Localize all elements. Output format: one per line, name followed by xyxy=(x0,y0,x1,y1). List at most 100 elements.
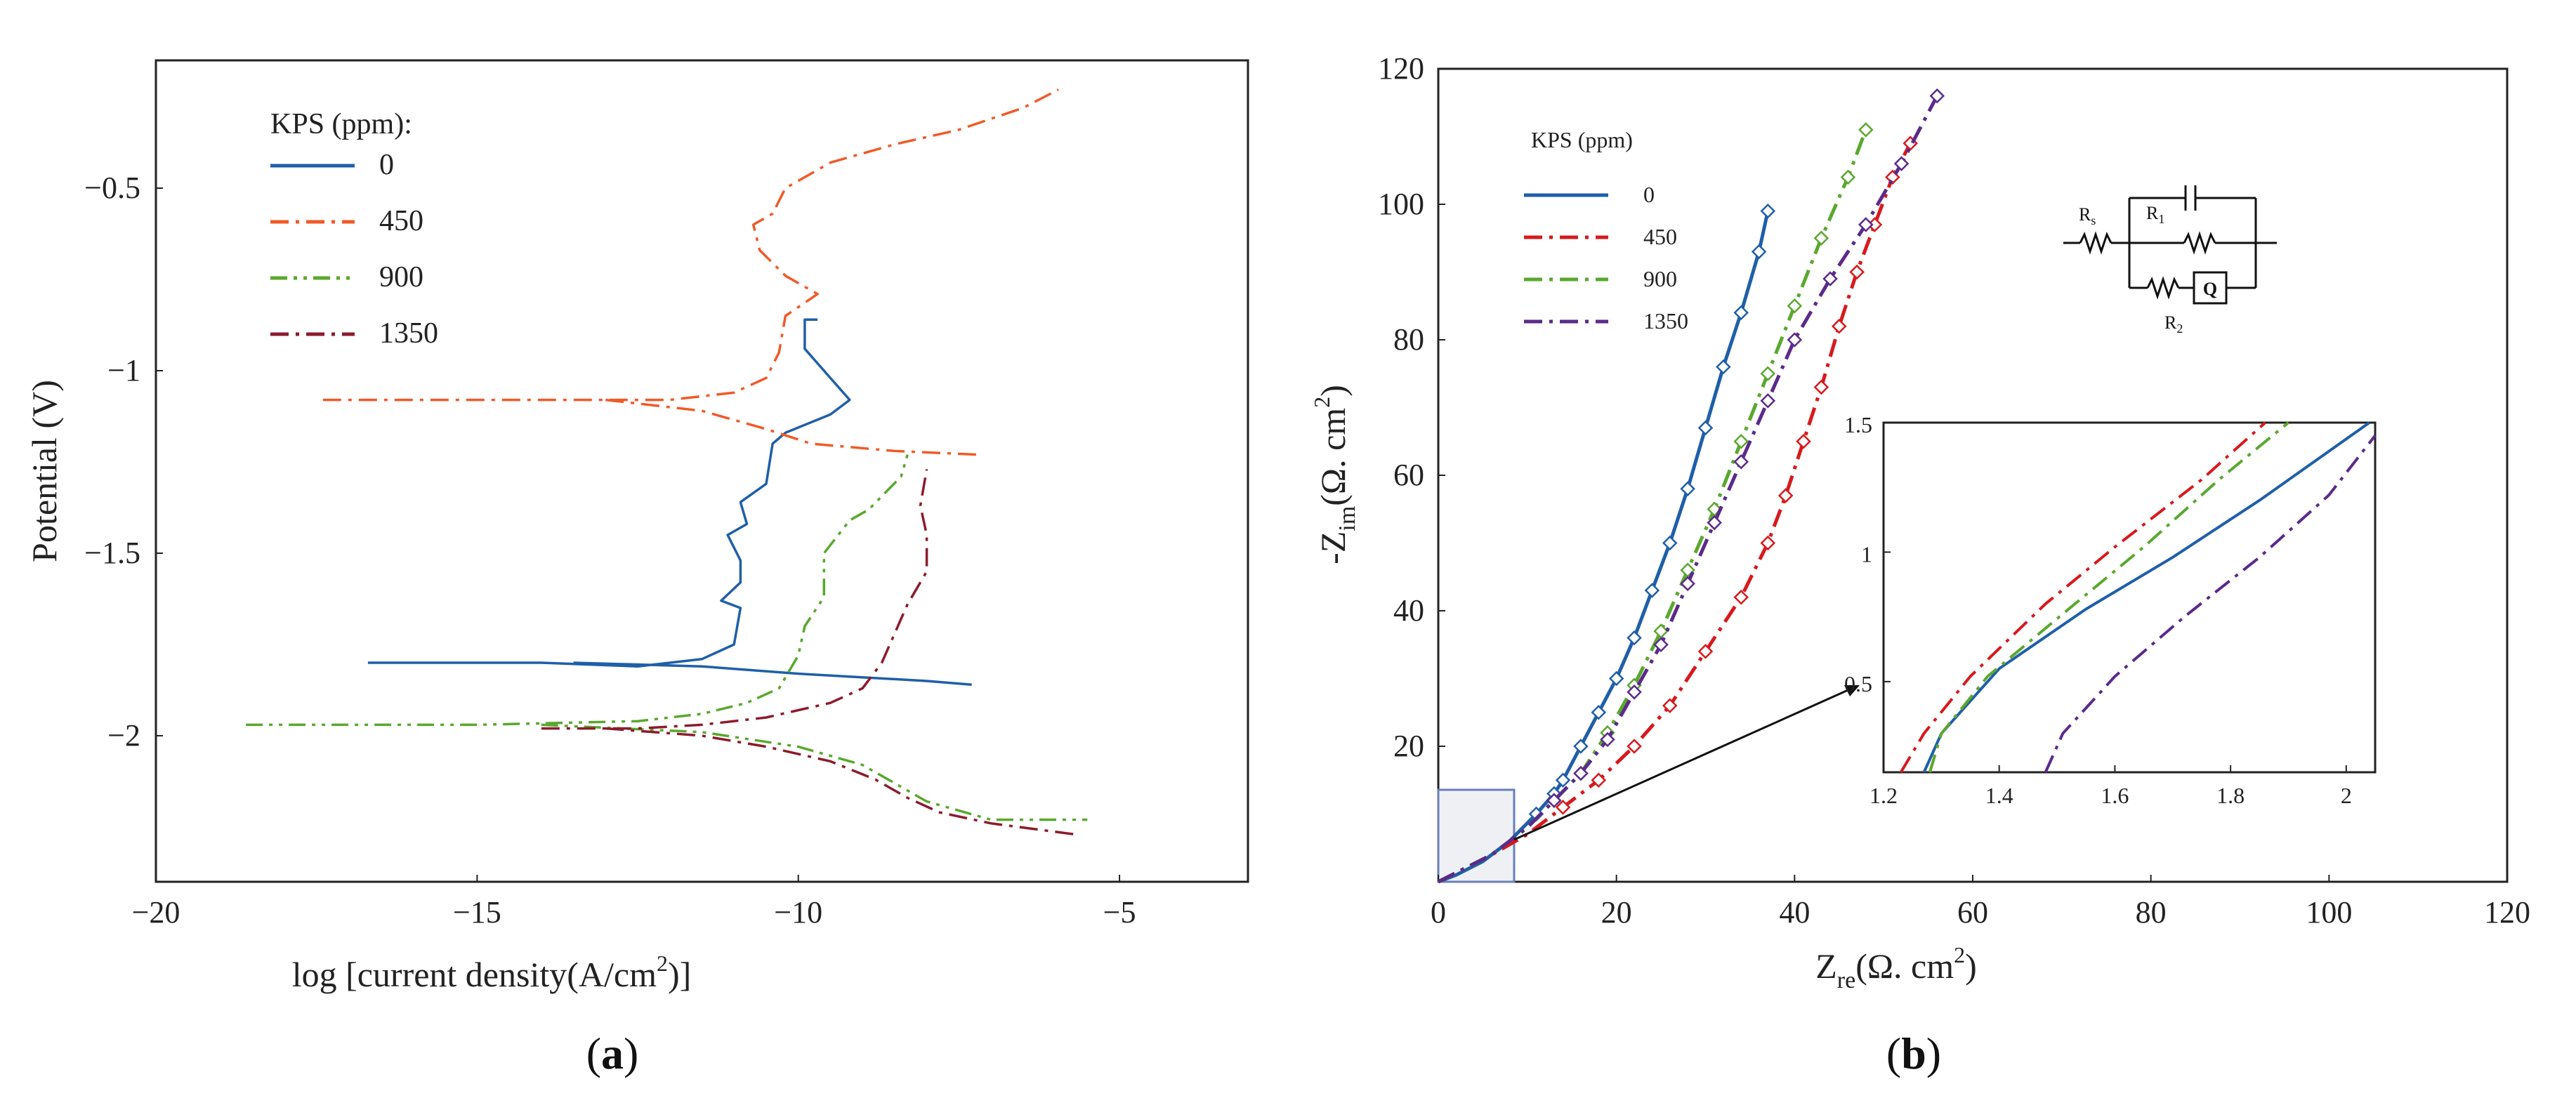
inset-x-tick-label: 1.2 xyxy=(1869,783,1898,808)
inset-x-tick-label: 2 xyxy=(2341,783,2352,808)
panel-b-x-tick-label: 60 xyxy=(1957,895,1988,930)
inset-pointer-arrow xyxy=(1513,687,1853,841)
panel-b-marker-0 xyxy=(1644,583,1660,598)
inset-plot-frame xyxy=(1882,421,2377,774)
panel-b-marker-1350 xyxy=(1573,765,1589,781)
inset-ticks: 1.2 1.4 1.6 1.8 2 0.5 1 1.5 xyxy=(1844,412,2352,808)
equivalent-circuit-diagram xyxy=(2063,185,2277,305)
panel-b-marker-1350 xyxy=(1627,684,1642,700)
panel-a-chart: −20 −15 −10 −5 −2 −1.5 −1 −0.5 KPS (ppm): 0 450 9… xyxy=(25,59,1249,1078)
panel-a-series-450 xyxy=(322,88,1060,402)
panel-a-legend-title: KPS (ppm): xyxy=(270,108,412,140)
panel-b-marker-1350 xyxy=(1760,393,1776,409)
panel-b-x-tick-label: 0 xyxy=(1431,895,1446,930)
panel-b-marker-1350 xyxy=(1707,515,1722,531)
panel-b-x-tick-label: 40 xyxy=(1779,895,1810,930)
inset-x-tick-label: 1.6 xyxy=(2101,783,2129,808)
panel-b-marker-0 xyxy=(1716,359,1731,375)
inset-pointer-arrowhead xyxy=(1844,685,1860,696)
panel-b-marker-450 xyxy=(1662,698,1678,713)
panel-a-legend-label: 0 xyxy=(379,149,394,181)
panel-b-marker-900 xyxy=(1858,122,1874,138)
inset-series xyxy=(1899,421,2377,774)
panel-b-marker-1350 xyxy=(1733,454,1749,470)
panel-b-marker-1350 xyxy=(1653,637,1669,653)
panel-b-marker-0 xyxy=(1608,670,1624,687)
inset-series-1350 xyxy=(2044,435,2377,773)
panel-b-x-tick-label: 20 xyxy=(1601,895,1632,930)
panel-a-y-axis-label: Potential (V) xyxy=(25,380,64,562)
panel-b-marker-0 xyxy=(1573,739,1589,754)
panel-a-legend: KPS (ppm): 0 450 900 1350 xyxy=(270,108,438,350)
panel-b-legend-label: 0 xyxy=(1643,182,1655,207)
inset-series-450 xyxy=(1899,421,2266,774)
panel-b-marker-0 xyxy=(1680,481,1695,497)
panel-b-marker-450 xyxy=(1697,644,1714,659)
panel-b-label: (b) xyxy=(1886,1028,1941,1078)
panel-b-legend-label: 900 xyxy=(1643,266,1677,291)
panel-b-marker-450 xyxy=(1555,800,1571,815)
panel-b-marker-0 xyxy=(1627,630,1642,646)
panel-b-marker-450 xyxy=(1760,535,1776,551)
panel-b-series xyxy=(1437,88,1945,884)
panel-a-series-900-cathodic- xyxy=(541,723,1088,821)
panel-a-x-tick-label: −5 xyxy=(1103,895,1136,930)
panel-b-marker-1350 xyxy=(1680,576,1695,592)
resistor-r2 xyxy=(2146,276,2180,300)
panel-b-marker-450 xyxy=(1733,589,1749,605)
panel-b-marker-450 xyxy=(1591,772,1607,788)
panel-b-marker-1350 xyxy=(1822,271,1838,286)
panel-b-y-tick-label: 100 xyxy=(1378,187,1424,221)
panel-b-marker-900 xyxy=(1840,169,1856,185)
panel-b-marker-450 xyxy=(1777,488,1794,503)
panel-a-series xyxy=(246,88,1088,836)
panel-b-marker-0 xyxy=(1733,305,1749,321)
panel-a-y-tick-label: −1 xyxy=(107,353,140,388)
panel-b-marker-1350 xyxy=(1787,332,1803,348)
panel-a-ticks: −20 −15 −10 −5 −2 −1.5 −1 −0.5 xyxy=(84,171,1136,930)
panel-b-marker-900 xyxy=(1813,230,1829,246)
circuit-label-q: Q xyxy=(2203,279,2217,299)
panel-b-marker-0 xyxy=(1697,420,1714,436)
panel-b-marker-0 xyxy=(1662,535,1678,551)
panel-a-legend-label: 900 xyxy=(379,261,423,293)
panel-b-y-tick-label: 120 xyxy=(1378,51,1424,86)
panel-a-legend-label: 450 xyxy=(379,205,423,237)
panel-b-marker-1350 xyxy=(1929,88,1945,104)
panel-b-marker-0 xyxy=(1555,772,1571,788)
panel-b-y-axis-label: -Zim(Ω. cm2) xyxy=(1309,385,1360,564)
panel-a-series-1350 xyxy=(541,469,928,730)
panel-b-marker-1350 xyxy=(1858,217,1874,232)
panel-a-x-tick-label: −20 xyxy=(132,895,180,930)
circuit-label-rs: Rs xyxy=(2079,204,2096,227)
inset-x-tick-label: 1.4 xyxy=(1985,783,2013,808)
panel-b-marker-1350 xyxy=(1600,732,1615,748)
panel-b-marker-1350 xyxy=(1893,156,1910,171)
inset-y-tick-label: 1 xyxy=(1861,541,1872,567)
panel-a-x-tick-label: −15 xyxy=(453,895,501,930)
panel-b-marker-450 xyxy=(1849,264,1865,280)
inset-y-tick-label: 1.5 xyxy=(1844,412,1872,437)
panel-b-x-tick-label: 80 xyxy=(2136,895,2167,930)
panel-a-plot-frame xyxy=(155,59,1249,883)
panel-b-marker-450 xyxy=(1627,739,1642,754)
panel-b-marker-0 xyxy=(1751,244,1767,260)
resistor-r1 xyxy=(2183,231,2216,255)
panel-b-y-tick-label: 40 xyxy=(1393,593,1424,628)
panel-b-series-1350 xyxy=(1437,95,1939,884)
panel-b-x-tick-label: 100 xyxy=(2306,895,2352,930)
panel-a-y-tick-label: −1.5 xyxy=(84,536,140,570)
inset-y-tick-label: 0.5 xyxy=(1844,671,1872,696)
panel-b-y-tick-label: 80 xyxy=(1393,322,1424,357)
panel-b-x-tick-label: 120 xyxy=(2484,895,2530,930)
panel-b-marker-0 xyxy=(1591,704,1607,720)
resistor-rs xyxy=(2079,231,2112,255)
panel-a-series-450-cathodic- xyxy=(605,398,978,456)
panel-b-marker-900 xyxy=(1733,433,1749,449)
panel-b-y-tick-label: 60 xyxy=(1393,458,1424,492)
panel-a-series-0-cathodic- xyxy=(573,661,972,686)
inset-series-900 xyxy=(1928,421,2289,773)
panel-b-legend: KPS (ppm) 0 450 900 1350 xyxy=(1524,127,1688,333)
